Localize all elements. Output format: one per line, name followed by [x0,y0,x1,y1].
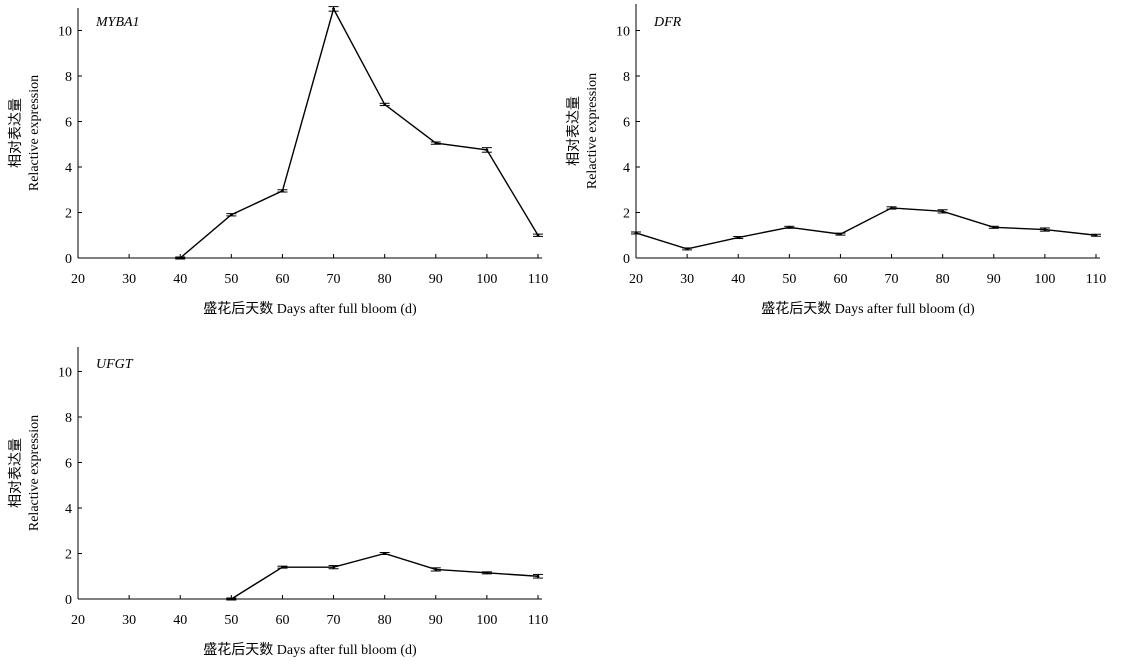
x-tick-label: 80 [378,613,392,628]
series-line [230,552,539,600]
x-tick-label: 50 [782,272,796,287]
x-tick-label: 20 [629,272,643,287]
y-tick-label: 8 [65,411,72,426]
x-tick-label: 30 [680,272,694,287]
y-tick-label: 4 [65,161,72,176]
x-axis-title: 盛花后天数 Days after full bloom (d) [203,642,417,658]
data-point [383,552,387,555]
x-tick-label: 50 [224,613,238,628]
y-tick-label: 6 [623,116,630,131]
x-tick-label: 60 [833,272,847,287]
x-tick-label: 20 [71,272,85,287]
x-tick-label: 100 [476,272,497,287]
data-point [434,141,438,145]
data-point [890,206,893,210]
x-tick-label: 40 [173,613,187,628]
data-point [634,231,638,235]
y-axis-title-en: Relactive expression [27,415,42,531]
data-point [229,213,233,217]
series-line [179,7,539,259]
y-tick-label: 10 [58,25,72,40]
data-point [685,247,689,251]
y-tick-label: 4 [623,161,630,176]
data-point [536,574,540,578]
y-axis-title-cn: 相对表达量 [566,96,582,166]
data-point [434,568,438,571]
y-tick-label: 2 [65,207,72,222]
x-tick-label: 70 [327,272,341,287]
data-point [281,565,284,569]
x-axis-title: 盛花后天数 Days after full bloom (d) [203,301,417,317]
x-tick-label: 30 [122,272,136,287]
x-tick-label: 100 [1034,272,1055,287]
data-point [1043,228,1047,231]
y-tick-label: 8 [623,70,630,85]
data-point [178,256,182,260]
x-tick-label: 70 [327,613,341,628]
x-tick-label: 90 [987,272,1001,287]
x-tick-label: 110 [1086,272,1106,287]
data-point [1094,233,1098,237]
y-tick-label: 4 [65,502,72,517]
y-tick-label: 0 [623,252,630,267]
data-point [485,148,489,152]
x-tick-label: 80 [378,272,392,287]
x-tick-label: 40 [173,272,187,287]
y-tick-label: 2 [623,207,630,222]
x-tick-label: 90 [429,272,443,287]
data-point [229,597,233,601]
y-tick-label: 8 [65,70,72,85]
data-point [281,189,284,193]
y-tick-label: 6 [65,457,72,472]
y-axis-title-cn: 相对表达量 [8,98,24,168]
data-point [941,209,945,213]
x-tick-label: 90 [429,613,443,628]
data-point [383,103,387,106]
gene-label: UFGT [96,357,134,372]
y-axis-title-cn: 相对表达量 [8,438,24,508]
x-tick-label: 20 [71,613,85,628]
y-axis-title-en: Relactive expression [27,75,42,191]
data-point [839,232,842,236]
x-tick-label: 80 [936,272,950,287]
data-point [787,225,791,229]
chart-panel-myba1: 0 2 4 6 8 10 20 30 40 50 60 70 80 90 100 110 盛花后天数 Days … [8,6,548,317]
data-point [536,233,540,237]
data-point [736,236,740,239]
x-tick-label: 110 [528,613,548,628]
data-point [485,571,489,575]
x-tick-label: 110 [528,272,548,287]
y-axis-title-en: Relactive expression [585,73,600,189]
chart-panel-dfr: 0 2 4 6 8 10 20 30 40 50 60 70 80 90 100 110 盛花后天数 Days … [566,4,1106,317]
chart-panel-ufgt: 0 2 4 6 8 10 20 30 40 50 60 70 80 90 100 110 盛花后天数 Days … [8,347,548,658]
series-line [635,207,1097,250]
x-tick-label: 100 [476,613,497,628]
x-tick-label: 30 [122,613,136,628]
y-tick-label: 10 [616,25,630,40]
data-point [332,7,335,11]
x-tick-label: 50 [224,272,238,287]
x-tick-label: 60 [275,272,289,287]
x-tick-label: 70 [885,272,899,287]
y-tick-label: 2 [65,548,72,563]
y-tick-label: 0 [65,252,72,267]
x-tick-label: 60 [275,613,289,628]
y-tick-label: 10 [58,366,72,381]
data-point [992,225,996,229]
data-point [332,565,335,569]
gene-label: MYBA1 [95,15,140,30]
gene-label: DFR [653,15,682,30]
y-tick-label: 0 [65,593,72,608]
x-tick-label: 40 [731,272,745,287]
x-axis-title: 盛花后天数 Days after full bloom (d) [761,301,975,317]
y-tick-label: 6 [65,116,72,131]
